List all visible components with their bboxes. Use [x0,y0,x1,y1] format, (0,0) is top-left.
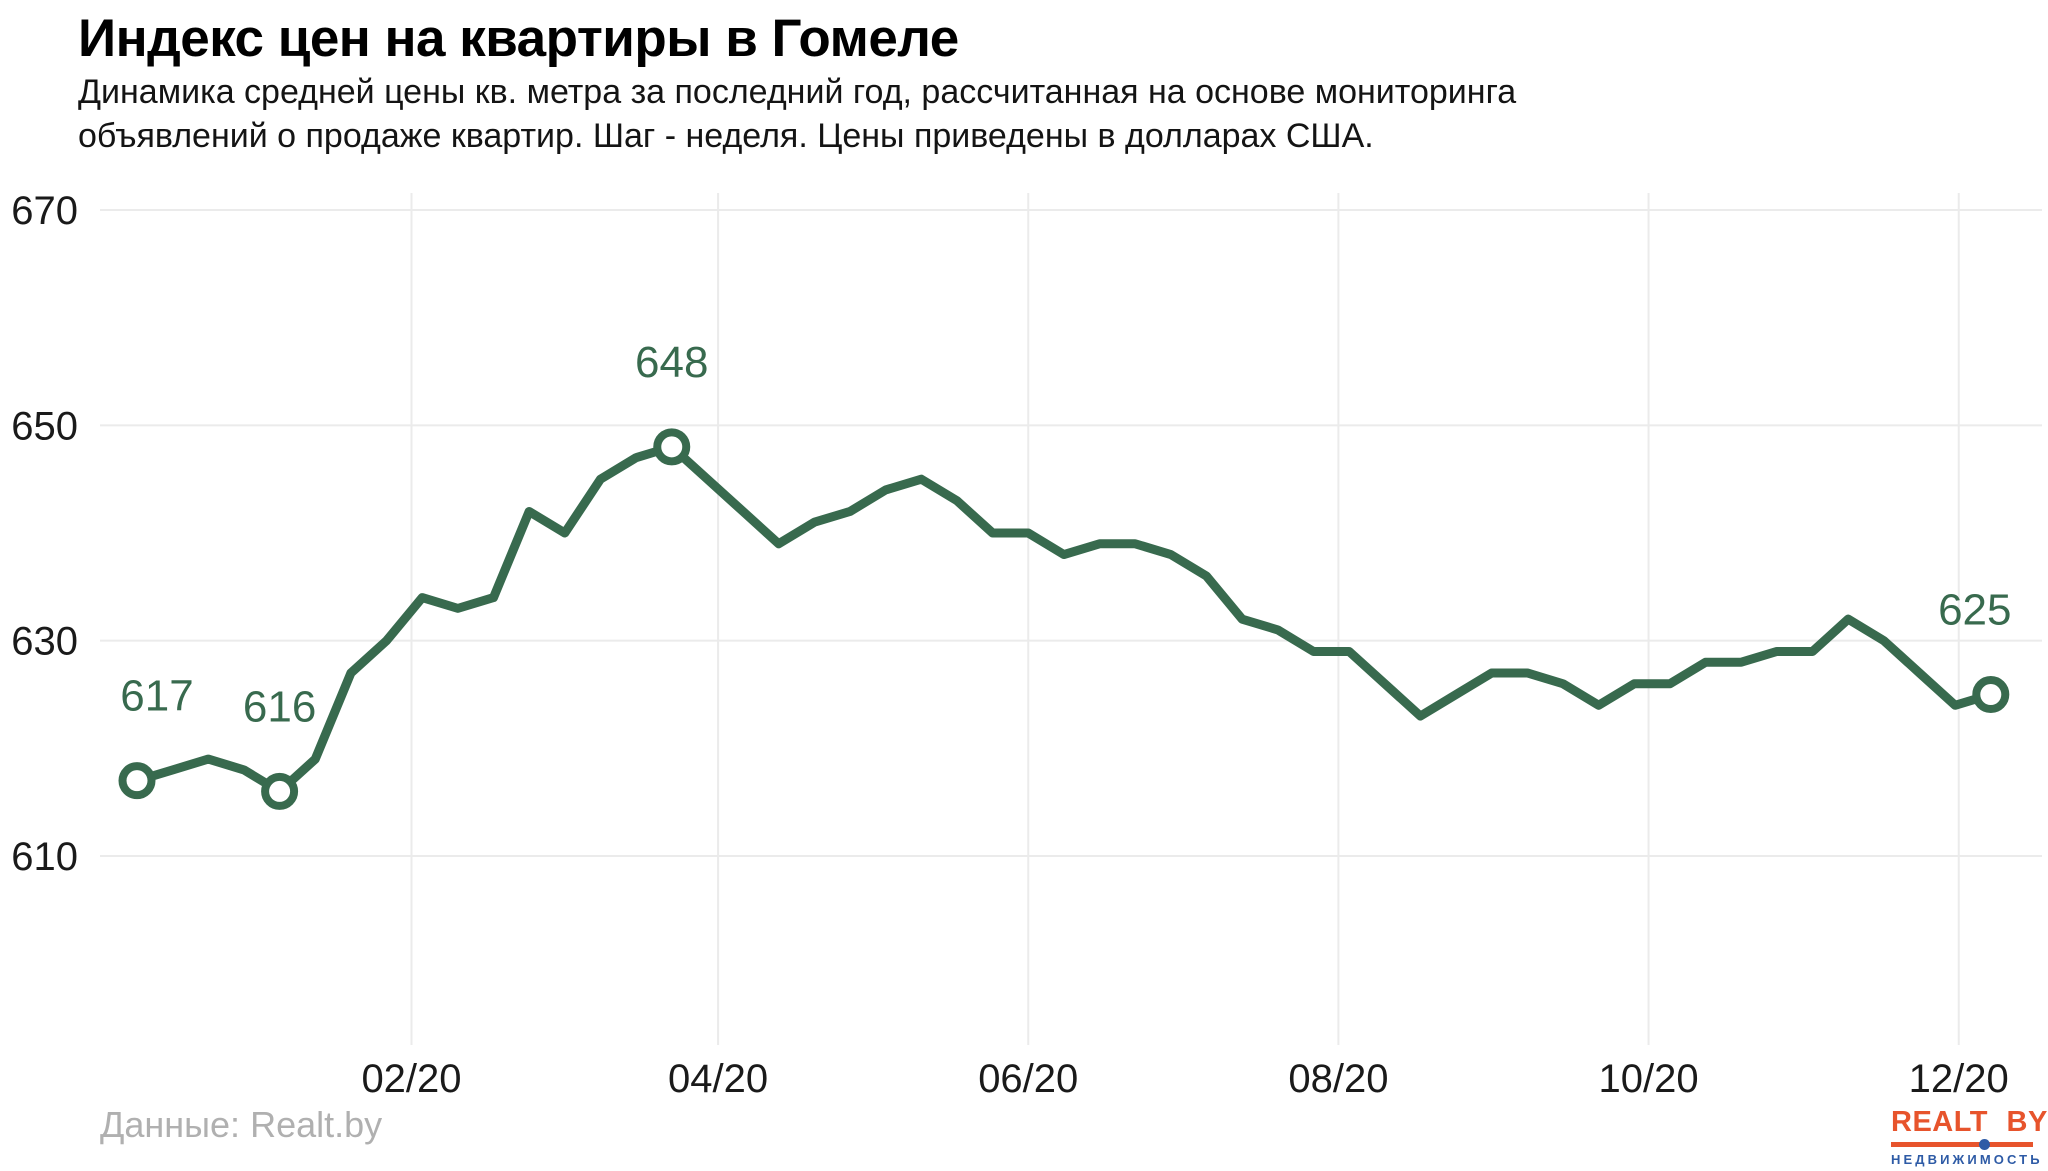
y-axis-tick-label: 670 [11,189,78,233]
chart-subtitle: Динамика средней цены кв. метра за после… [78,73,1517,155]
realt-logo-dot-icon [1979,1139,1990,1150]
realt-logo-subtitle: НЕДВИЖИМОСТЬ [1891,1152,2043,1167]
x-axis-tick-label: 02/20 [361,1057,461,1101]
x-axis-tick-label: 04/20 [668,1057,768,1101]
x-axis-tick-label: 06/20 [978,1057,1078,1101]
data-point-label: 616 [243,682,316,731]
data-point-label: 648 [635,338,708,387]
x-axis-tick-label: 12/20 [1909,1057,2009,1101]
data-point-label: 617 [120,672,193,721]
y-axis-tick-label: 630 [11,620,78,664]
page-title: Индекс цен на квартиры в Гомеле [78,9,959,68]
realt-logo-title: REALT BY [1891,1106,2048,1138]
data-point-label: 625 [1938,586,2011,635]
realt-logo-underline [1891,1139,2033,1150]
x-axis-tick-label: 10/20 [1599,1057,1699,1101]
y-axis-tick-label: 610 [11,835,78,879]
data-source-note: Данные: Realt.by [100,1104,383,1145]
data-point-marker [1972,676,2010,714]
data-point-marker [653,428,691,466]
y-axis-tick-label: 650 [11,404,78,448]
data-point-marker [118,762,156,800]
data-point-marker [261,772,299,810]
x-axis-tick-label: 08/20 [1288,1057,1388,1101]
realt-logo: REALT BY НЕДВИЖИМОСТЬ [1891,1106,2048,1167]
price-line [132,442,1996,796]
